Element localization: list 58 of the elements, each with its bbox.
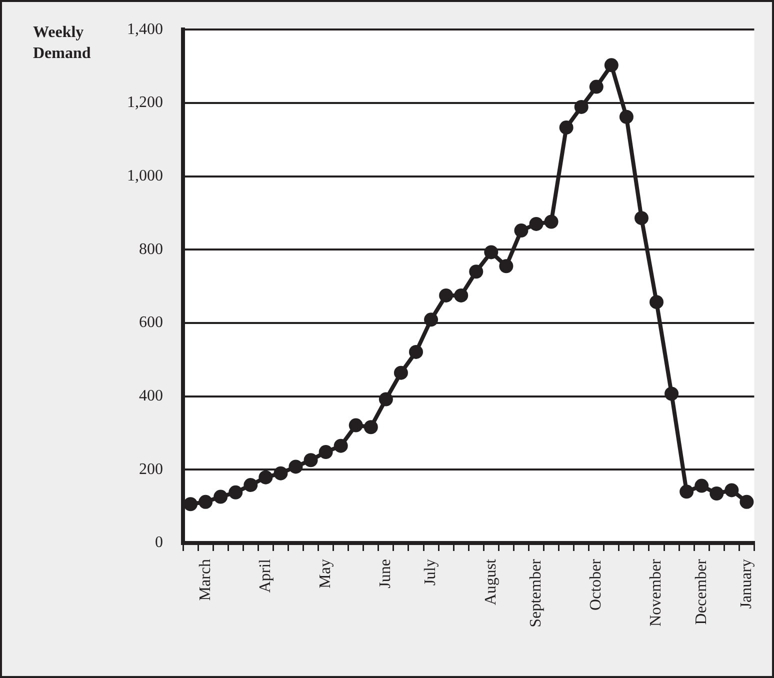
x-tick-label: May — [317, 559, 334, 588]
point — [409, 344, 423, 359]
x-tick-label: June — [377, 559, 394, 588]
point — [559, 120, 574, 135]
point — [184, 497, 198, 512]
y-tick-label: 200 — [139, 460, 163, 478]
point — [214, 490, 228, 504]
x-tick-label: January — [738, 559, 755, 609]
point — [364, 420, 378, 434]
x-tick-label: October — [588, 558, 605, 611]
point — [484, 245, 498, 260]
x-tick-label: July — [422, 559, 440, 586]
y-axis-title: Weekly Demand — [33, 24, 91, 62]
x-tick-label: March — [196, 559, 214, 601]
y-tick-label: 1,400 — [127, 20, 163, 38]
point — [529, 216, 544, 231]
y-tick-label: 800 — [139, 240, 163, 258]
point — [274, 466, 288, 480]
y-tick-label: 600 — [139, 314, 163, 332]
point — [394, 366, 408, 380]
point — [318, 445, 333, 460]
point — [710, 486, 724, 500]
point — [634, 211, 648, 226]
point — [304, 453, 318, 468]
point — [724, 483, 739, 498]
point — [244, 478, 258, 492]
x-tick-label: September — [527, 558, 544, 628]
point — [228, 485, 243, 500]
point — [198, 494, 213, 509]
point — [454, 288, 468, 302]
y-tick-label: 0 — [155, 534, 163, 552]
point — [574, 100, 588, 114]
x-tick-label: December — [692, 558, 710, 625]
point — [544, 214, 558, 229]
point — [424, 312, 438, 327]
point — [439, 288, 454, 302]
point — [589, 80, 604, 94]
y-tick-label: 1,200 — [127, 94, 163, 112]
point — [378, 392, 393, 406]
point — [334, 438, 348, 453]
point — [499, 259, 514, 274]
point — [664, 386, 679, 401]
point — [694, 478, 709, 493]
point — [740, 494, 754, 509]
y-tick-label: 400 — [139, 388, 163, 405]
point — [680, 484, 694, 499]
point — [469, 264, 484, 279]
point — [650, 295, 664, 310]
point — [258, 470, 273, 484]
x-tick-label: April — [256, 558, 274, 593]
point — [348, 418, 363, 432]
point — [619, 110, 634, 124]
point — [288, 460, 303, 474]
x-tick-label: November — [648, 558, 665, 627]
x-tick-label: August — [482, 558, 500, 606]
point — [604, 58, 618, 72]
y-tick-label: 1,000 — [127, 167, 163, 184]
point — [514, 224, 528, 238]
